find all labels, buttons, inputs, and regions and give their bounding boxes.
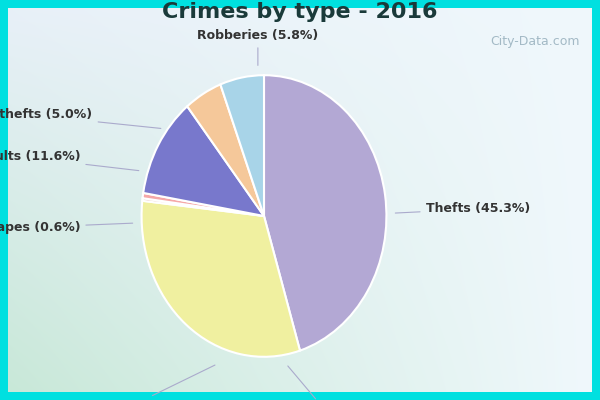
Wedge shape — [187, 84, 264, 216]
Wedge shape — [143, 106, 264, 216]
Wedge shape — [220, 75, 264, 216]
Wedge shape — [142, 198, 264, 216]
Wedge shape — [264, 75, 386, 350]
Text: City-Data.com: City-Data.com — [490, 36, 580, 48]
Text: Assaults (11.6%): Assaults (11.6%) — [0, 150, 139, 171]
Text: Robberies (5.8%): Robberies (5.8%) — [197, 29, 319, 65]
Wedge shape — [142, 201, 300, 357]
Text: Thefts (45.3%): Thefts (45.3%) — [395, 202, 530, 216]
Text: Crimes by type - 2016: Crimes by type - 2016 — [162, 2, 438, 22]
Text: Auto thefts (5.0%): Auto thefts (5.0%) — [0, 108, 161, 128]
Wedge shape — [143, 193, 264, 216]
Text: Murders (0.3%): Murders (0.3%) — [271, 366, 380, 400]
Text: Burglaries (31.5%): Burglaries (31.5%) — [65, 365, 215, 400]
Text: Rapes (0.6%): Rapes (0.6%) — [0, 221, 133, 234]
